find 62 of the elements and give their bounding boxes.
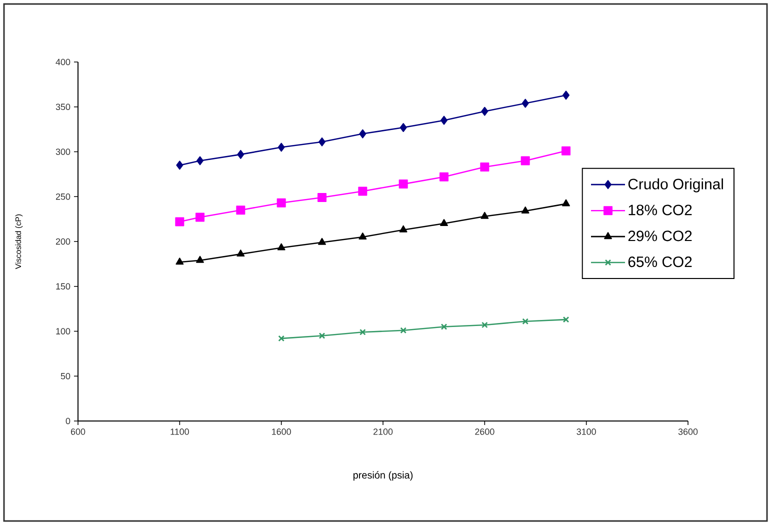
point	[522, 318, 529, 325]
point	[359, 129, 366, 138]
point	[176, 160, 184, 170]
x-tick-label: 3600	[678, 428, 698, 435]
point	[358, 186, 368, 196]
point	[400, 327, 407, 334]
point	[359, 328, 366, 336]
point	[358, 232, 367, 240]
point	[318, 238, 326, 245]
x-tick-label: 3100	[576, 428, 596, 435]
y-tick-label: 250	[56, 193, 70, 200]
point	[522, 98, 529, 108]
point	[440, 116, 448, 125]
x-tick-label: 600	[70, 428, 86, 435]
point	[399, 225, 408, 232]
point	[175, 217, 184, 226]
y-tick-label: 0	[66, 418, 70, 424]
x-tick-label: 2100	[373, 428, 393, 435]
point	[481, 322, 488, 328]
point	[236, 250, 245, 257]
point	[562, 90, 570, 100]
point	[440, 324, 448, 330]
point	[237, 150, 244, 159]
point	[440, 219, 448, 226]
point	[176, 258, 184, 265]
point	[196, 212, 205, 222]
y-tick-label: 150	[56, 283, 70, 290]
y-tick-label: 50	[60, 372, 70, 380]
point	[196, 256, 204, 263]
x-tick-label: 1100	[170, 428, 189, 435]
legend-label: 29% CO2	[628, 230, 692, 242]
point	[276, 198, 286, 208]
point	[480, 162, 490, 172]
point	[318, 137, 326, 146]
point	[277, 243, 286, 250]
y-tick-label: 200	[56, 238, 70, 245]
point	[480, 212, 489, 219]
y-tick-label: 300	[56, 148, 70, 155]
x-axis-title: presión (psia)	[353, 471, 413, 481]
legend-label: 65% CO2	[628, 256, 692, 268]
point	[481, 106, 488, 116]
y-tick-label: 350	[56, 104, 70, 110]
point	[400, 123, 407, 132]
point	[278, 142, 285, 152]
point	[236, 206, 246, 215]
point	[318, 332, 326, 339]
point	[562, 199, 570, 206]
point	[440, 172, 449, 182]
point	[398, 180, 408, 189]
point	[521, 206, 530, 214]
y-tick-label: 400	[56, 58, 70, 66]
point	[562, 146, 571, 156]
point	[562, 316, 570, 323]
legend-label: 18% CO2	[628, 204, 692, 216]
x-tick-label: 1600	[272, 428, 291, 435]
x-tick-label: 2600	[475, 428, 494, 435]
point	[318, 193, 327, 202]
point	[520, 156, 530, 166]
point	[196, 156, 204, 166]
legend-label: Crudo Original	[628, 178, 723, 192]
point	[278, 335, 285, 342]
y-tick-label: 100	[56, 328, 70, 334]
